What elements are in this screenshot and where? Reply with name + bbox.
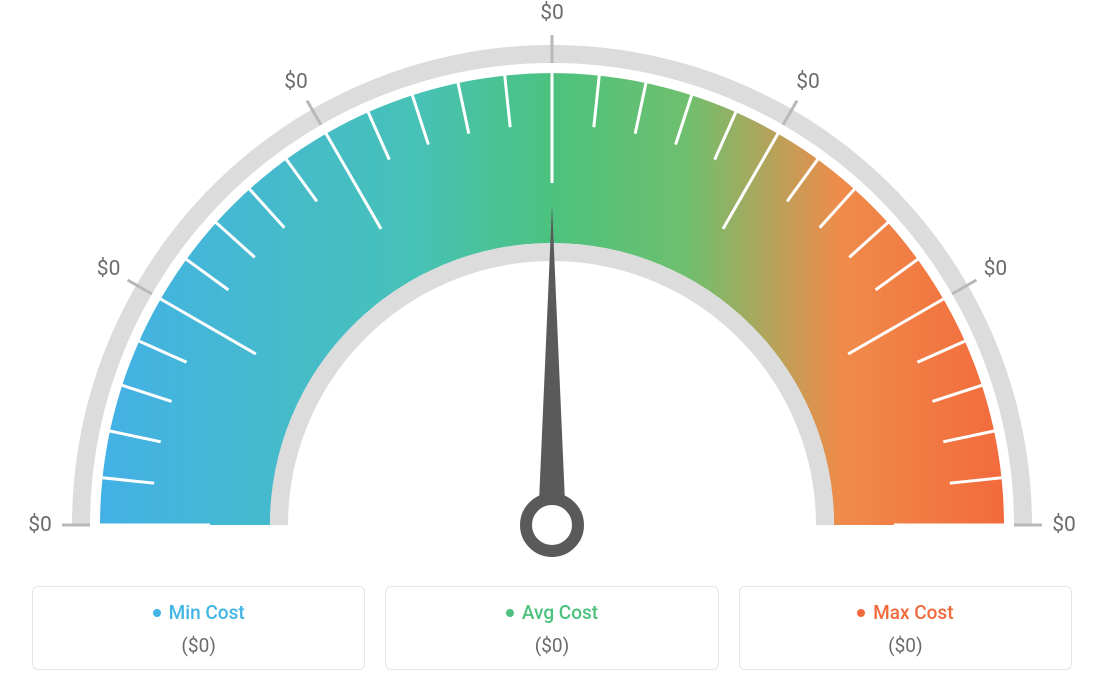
gauge-chart-container: $0 $0 $0 $0 $0 $0 $0 Min Cost ($0) Avg Cost ($… [0, 0, 1104, 690]
legend-card-max: Max Cost ($0) [739, 586, 1072, 670]
legend-title-avg: Avg Cost [506, 601, 598, 624]
gauge-tick-label: $0 [284, 70, 308, 94]
gauge-tick-label: $0 [984, 257, 1008, 281]
gauge-tick-label: $0 [540, 1, 564, 25]
legend-card-avg: Avg Cost ($0) [385, 586, 718, 670]
legend-label-min: Min Cost [169, 601, 245, 624]
legend-label-avg: Avg Cost [522, 601, 598, 624]
legend-value-min: ($0) [43, 634, 354, 657]
gauge-tick-label: $0 [1052, 513, 1076, 537]
gauge-tick-label: $0 [97, 257, 121, 281]
legend-title-max: Max Cost [857, 601, 953, 624]
legend-row: Min Cost ($0) Avg Cost ($0) Max Cost ($0… [32, 586, 1072, 670]
gauge-tick-label: $0 [796, 70, 820, 94]
legend-label-max: Max Cost [873, 601, 953, 624]
legend-value-max: ($0) [750, 634, 1061, 657]
legend-value-avg: ($0) [396, 634, 707, 657]
legend-dot-max [857, 609, 865, 617]
legend-card-min: Min Cost ($0) [32, 586, 365, 670]
legend-dot-min [153, 609, 161, 617]
gauge-area: $0 $0 $0 $0 $0 $0 $0 [0, 0, 1104, 560]
legend-dot-avg [506, 609, 514, 617]
gauge-svg [0, 0, 1104, 560]
legend-title-min: Min Cost [153, 601, 245, 624]
gauge-tick-label: $0 [28, 513, 52, 537]
